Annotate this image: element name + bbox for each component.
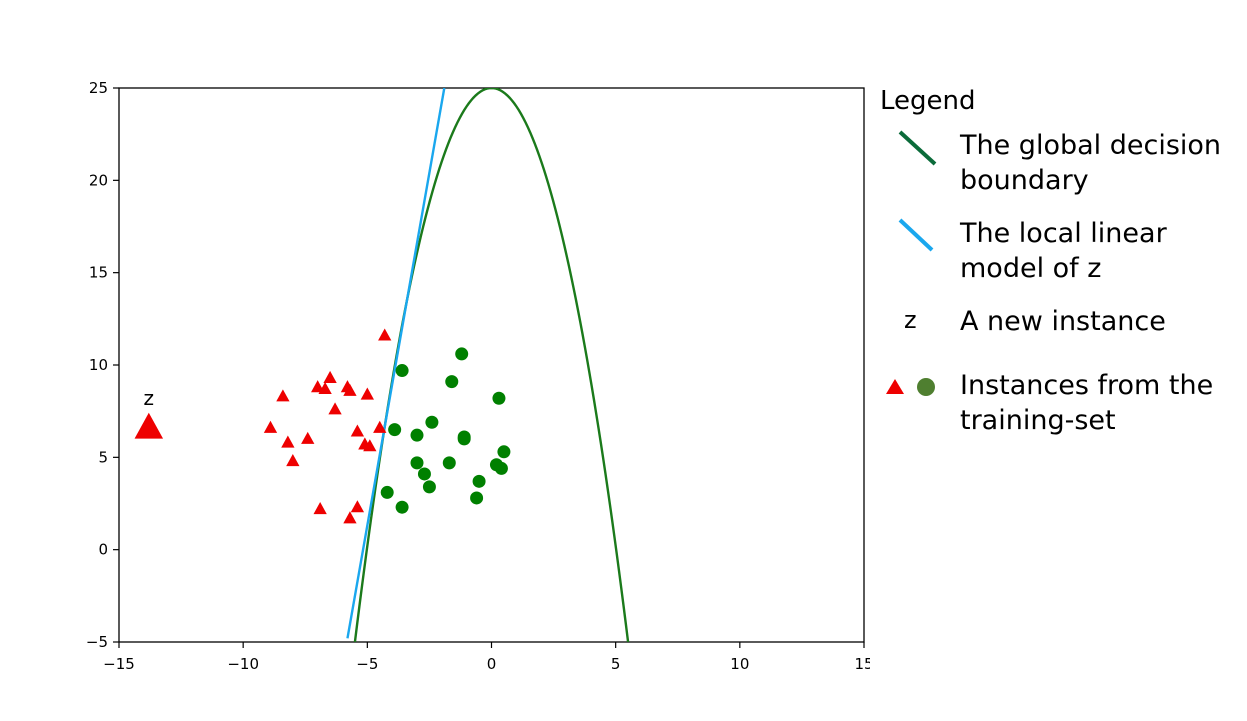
new-instance-z-label: z bbox=[144, 386, 155, 410]
plot-lines bbox=[346, 88, 630, 642]
triangle-circle-icon bbox=[886, 378, 935, 396]
legend-item-local-model: The local linear model of z bbox=[880, 216, 1240, 284]
circle-point bbox=[497, 445, 511, 459]
circle-point bbox=[380, 485, 394, 499]
z-glyph: z bbox=[904, 306, 917, 334]
x-tick-label: 15 bbox=[854, 655, 870, 673]
y-tick-label: 0 bbox=[98, 541, 108, 559]
triangle-point bbox=[343, 383, 357, 396]
x-tick-label: 10 bbox=[730, 655, 749, 673]
circle-point bbox=[395, 364, 409, 378]
y-tick-label: 10 bbox=[89, 356, 108, 374]
circle-point bbox=[445, 375, 459, 389]
circle-point bbox=[388, 423, 402, 437]
triangle-point bbox=[281, 435, 295, 448]
triangle-point bbox=[378, 328, 392, 341]
y-tick-label: 15 bbox=[89, 264, 108, 282]
circle-point bbox=[442, 456, 456, 470]
circle-point bbox=[410, 428, 424, 442]
circle-point bbox=[457, 432, 471, 446]
triangle-point bbox=[318, 382, 332, 395]
y-tick-label: −5 bbox=[86, 633, 108, 651]
triangle-point bbox=[286, 454, 300, 467]
local-model-line-icon bbox=[898, 218, 934, 252]
triangle-point bbox=[350, 500, 365, 513]
circle-point bbox=[472, 474, 486, 488]
triangle-point bbox=[311, 380, 325, 393]
legend: Legend The global decision boundary The … bbox=[880, 86, 1240, 456]
x-tick-label: 5 bbox=[611, 655, 621, 673]
axes-frame bbox=[118, 87, 865, 643]
circle-point bbox=[395, 500, 409, 514]
circle-point bbox=[417, 467, 431, 481]
global-boundary-line-icon bbox=[898, 130, 937, 166]
y-tick-label: 25 bbox=[89, 79, 108, 97]
x-tick-label: −10 bbox=[227, 655, 259, 673]
circle-point bbox=[425, 415, 439, 429]
new-instance-z-point bbox=[134, 412, 164, 439]
circle-point bbox=[492, 391, 506, 405]
triangle-point bbox=[373, 420, 387, 433]
legend-label-new-instance: A new instance bbox=[960, 306, 1166, 337]
z-letter-icon: z bbox=[880, 304, 950, 364]
triangle-point bbox=[360, 387, 374, 400]
y-tick-label: 20 bbox=[89, 171, 108, 189]
triangle-point bbox=[276, 389, 290, 402]
triangle-point bbox=[350, 424, 365, 437]
circle-point bbox=[410, 456, 424, 470]
y-tick-label: 5 bbox=[98, 448, 108, 466]
circle-point bbox=[422, 480, 436, 494]
local-linear-model-line bbox=[346, 88, 446, 639]
legend-title: Legend bbox=[880, 86, 976, 116]
x-tick-label: −15 bbox=[103, 655, 135, 673]
legend-label-global-boundary: The global decision boundary bbox=[960, 130, 1222, 196]
triangle-point bbox=[263, 420, 278, 433]
x-tick-label: 0 bbox=[487, 655, 497, 673]
legend-item-new-instance: z A new instance bbox=[880, 304, 1240, 338]
legend-item-training-set: Instances from the training-set bbox=[880, 368, 1240, 436]
triangle-point bbox=[313, 502, 327, 515]
circle-point bbox=[494, 461, 508, 475]
scatter-plot: −15 −10 −5 0 5 10 15 −5 0 5 10 15 20 25 z bbox=[86, 79, 870, 673]
triangle-point bbox=[328, 402, 342, 415]
triangle-point bbox=[323, 370, 337, 383]
triangle-point bbox=[301, 431, 315, 444]
legend-label-training-set: Instances from the training-set bbox=[960, 370, 1214, 436]
legend-label-local-model: The local linear model of z bbox=[960, 218, 1167, 284]
circle-point bbox=[470, 491, 484, 505]
x-tick-label: −5 bbox=[356, 655, 378, 673]
triangle-point bbox=[363, 439, 377, 452]
circle-point bbox=[455, 347, 469, 361]
legend-item-global-boundary: The global decision boundary bbox=[880, 128, 1240, 196]
triangle-point bbox=[343, 511, 357, 524]
